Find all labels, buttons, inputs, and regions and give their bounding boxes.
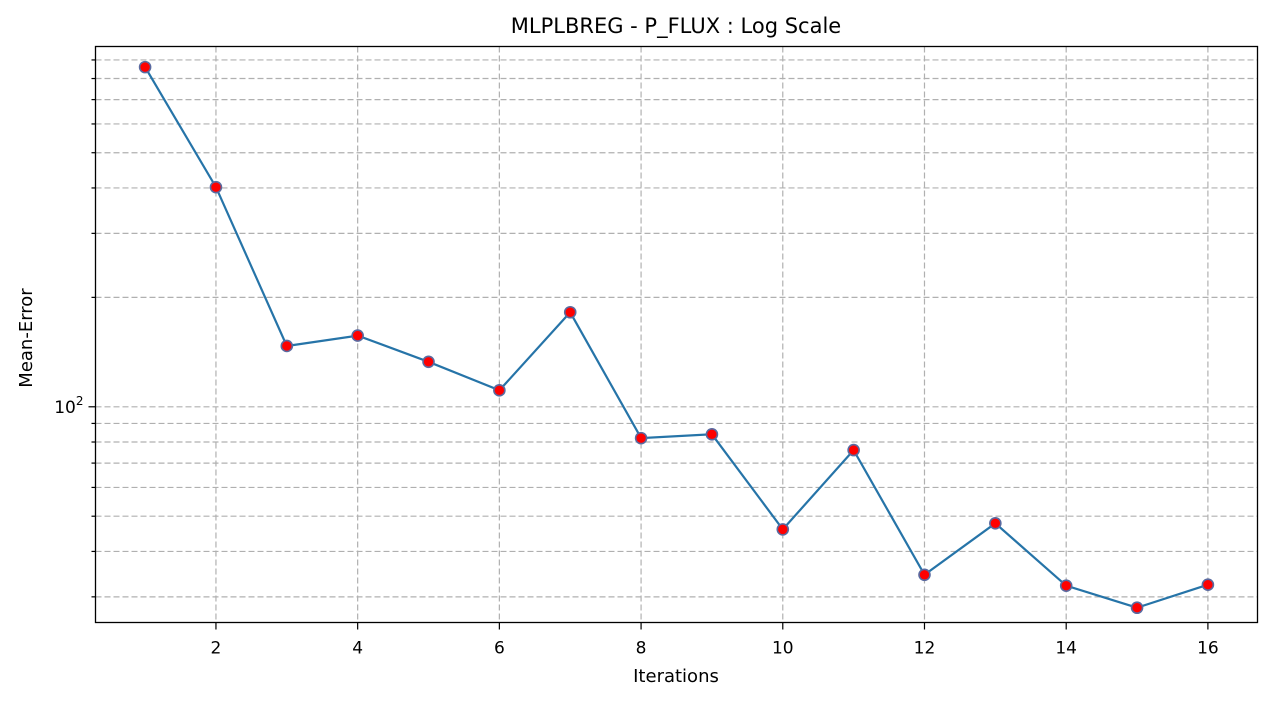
data-point: [847, 443, 860, 457]
data-point: [138, 60, 152, 74]
series-line: [144, 66, 1209, 609]
axis-layer: 2 4 6 8 10 12 14 16 102: [54, 59, 1219, 659]
grid-layer: [95, 46, 1258, 623]
x-tick-label: 6: [494, 639, 505, 659]
data-point: [209, 180, 223, 194]
data-point: [634, 431, 648, 445]
x-tick-label: 8: [636, 639, 647, 659]
data-point: [422, 355, 435, 369]
data-point: [280, 339, 294, 353]
data-point: [563, 305, 577, 319]
data-point: [1130, 601, 1144, 615]
data-point: [351, 329, 364, 342]
x-tick-label: 14: [1055, 639, 1077, 659]
x-axis-label: Iterations: [633, 666, 719, 687]
data-point: [1201, 578, 1215, 591]
plot-frame: [94, 45, 1259, 624]
x-tick-label: 4: [352, 639, 363, 659]
data-point: [493, 384, 506, 397]
data-point: [989, 517, 1002, 530]
chart-title: MLPLBREG - P_FLUX : Log Scale: [511, 14, 841, 39]
x-tick-label: 2: [211, 639, 222, 659]
x-tick-label: 12: [914, 639, 936, 659]
y-tick-label: 102: [54, 394, 83, 418]
x-tick-label: 10: [772, 639, 794, 659]
data-point: [705, 428, 719, 441]
y-axis-label: Mean-Error: [16, 288, 37, 388]
x-tick-label: 16: [1197, 639, 1219, 659]
series-layer: [138, 60, 1215, 615]
data-point: [776, 523, 790, 536]
data-point: [918, 568, 931, 582]
data-point: [1059, 579, 1073, 592]
